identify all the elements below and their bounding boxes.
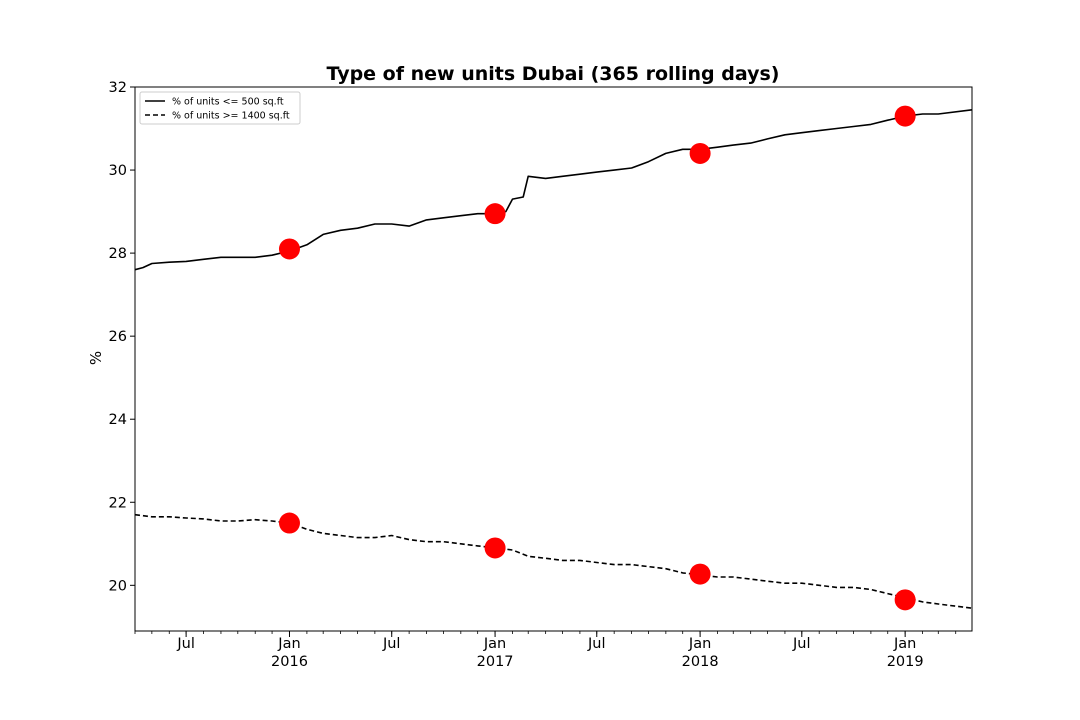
x-tick-label: Jan [688,636,711,652]
y-tick-label: 26 [109,329,127,345]
y-tick-label: 32 [109,80,127,96]
x-tick-label: Jul [382,636,401,652]
red-marker-point [484,203,506,225]
y-tick-label: 24 [109,412,127,428]
x-tick-year-label: 2018 [682,654,719,670]
legend-label-small-units: % of units <= 500 sq.ft [172,97,284,108]
legend-label-large-units: % of units >= 1400 sq.ft [172,111,290,122]
y-axis-label: % [87,351,105,365]
y-tick-label: 30 [109,163,127,179]
y-tick-label: 28 [109,246,127,262]
x-tick-label: Jan [277,636,300,652]
legend: % of units <= 500 sq.ft % of units >= 14… [139,91,301,125]
red-marker-point [484,537,506,559]
red-marker-point [278,238,300,260]
x-tick-label: Jul [587,636,606,652]
x-tick-label: Jul [792,636,811,652]
x-tick-label: Jan [483,636,506,652]
y-tick-label: 20 [109,578,127,594]
red-marker-point [278,512,300,534]
series-line-large-units [134,513,973,609]
red-marker-point [689,563,711,585]
red-marker-point [894,589,916,611]
y-tick-label: 22 [109,495,127,511]
x-tick-label: Jan [893,636,916,652]
red-marker-point [689,142,711,164]
x-tick-year-label: 2016 [271,654,308,670]
legend-frame [139,91,301,125]
chart-title: Type of new units Dubai (365 rolling day… [326,63,779,85]
plot-area: 20 22 24 26 28 30 32 Jul Jan 2016 Jul Jan 2017 Jul Jan… [109,80,973,670]
x-tick-label: Jul [176,636,195,652]
x-tick-year-label: 2017 [477,654,514,670]
x-tick-year-label: 2019 [887,654,924,670]
red-marker-point [894,105,916,127]
plot-frame [134,86,973,632]
series-line-small-units [134,109,973,271]
